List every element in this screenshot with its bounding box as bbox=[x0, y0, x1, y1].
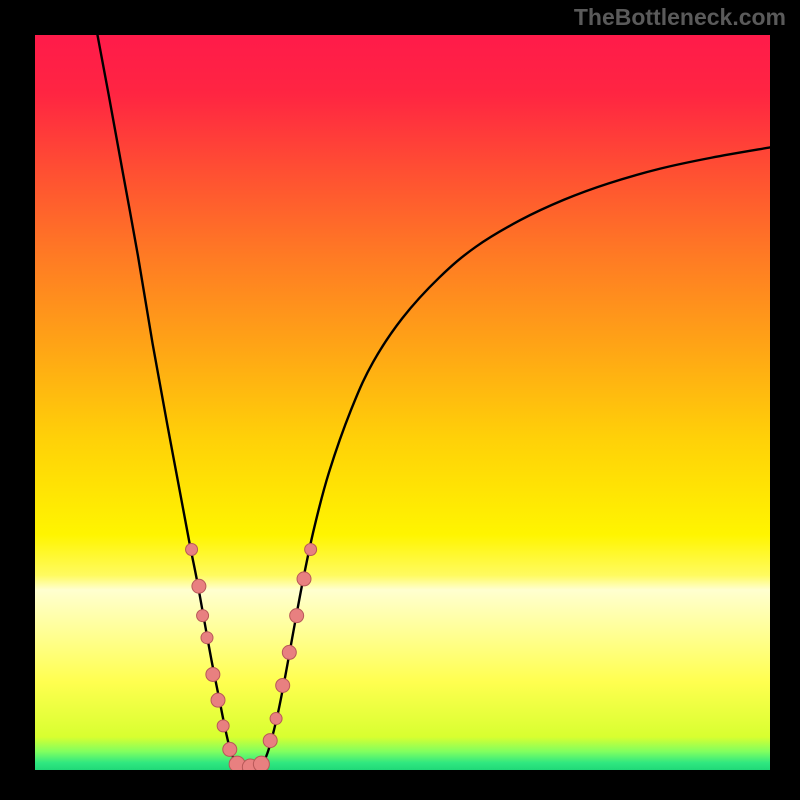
marker-dot bbox=[186, 544, 198, 556]
marker-dot bbox=[192, 579, 206, 593]
marker-dot bbox=[197, 610, 209, 622]
markers-right-cluster bbox=[263, 544, 316, 748]
chart-stage: { "watermark": { "text": "TheBottleneck.… bbox=[0, 0, 800, 800]
marker-dot bbox=[211, 693, 225, 707]
plot-area bbox=[35, 35, 770, 770]
marker-dot bbox=[290, 609, 304, 623]
frame-right bbox=[770, 0, 800, 800]
watermark-text: TheBottleneck.com bbox=[574, 4, 786, 31]
marker-dot bbox=[206, 667, 220, 681]
marker-dot bbox=[217, 720, 229, 732]
marker-dot bbox=[270, 713, 282, 725]
marker-dot bbox=[297, 572, 311, 586]
svg-layer bbox=[35, 35, 770, 770]
marker-dot bbox=[223, 742, 237, 756]
marker-dot bbox=[253, 756, 269, 770]
marker-dot bbox=[305, 544, 317, 556]
marker-dot bbox=[282, 645, 296, 659]
frame-left bbox=[0, 0, 35, 800]
marker-dot bbox=[263, 734, 277, 748]
marker-dot bbox=[201, 632, 213, 644]
bottleneck-curve bbox=[97, 35, 770, 769]
frame-bottom bbox=[0, 770, 800, 800]
marker-dot bbox=[276, 678, 290, 692]
